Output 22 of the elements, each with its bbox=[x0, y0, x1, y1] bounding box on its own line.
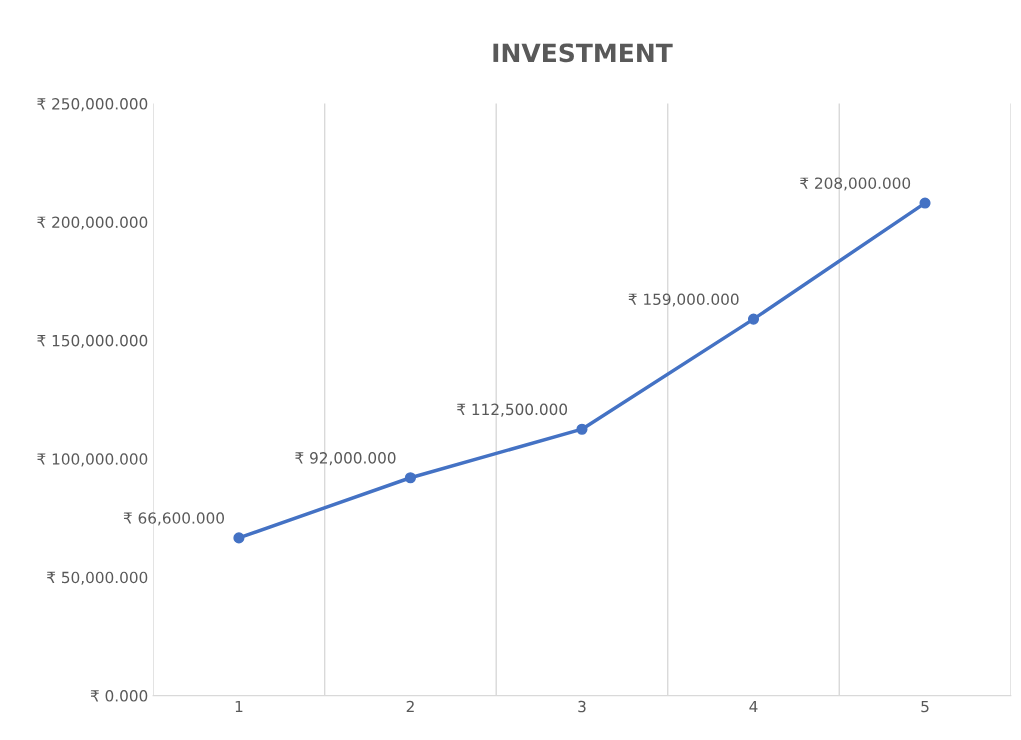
y-tick-label: ₹ 0.000 bbox=[90, 690, 148, 702]
point bbox=[747, 313, 760, 325]
y-tick-label: ₹ 250,000.000 bbox=[37, 98, 148, 112]
data-label: ₹ 159,000.000 bbox=[628, 293, 739, 307]
data-label: ₹ 66,600.000 bbox=[123, 512, 225, 526]
y-tick-label: ₹ 50,000.000 bbox=[47, 571, 148, 585]
x-tick-label: 1 bbox=[235, 700, 243, 713]
point bbox=[404, 472, 416, 484]
chart-title: INVESTMENT bbox=[493, 43, 673, 63]
x-tick-label: 5 bbox=[921, 700, 929, 713]
x-tick-label: 4 bbox=[749, 700, 758, 713]
point bbox=[919, 197, 931, 209]
y-tick-label: ₹ 200,000.000 bbox=[37, 216, 148, 230]
data-label: ₹ 112,500.000 bbox=[457, 403, 568, 417]
point bbox=[576, 423, 588, 435]
data-label: ₹ 208,000.000 bbox=[800, 177, 911, 191]
x-tick-label: 3 bbox=[578, 700, 586, 713]
y-tick-label: ₹ 150,000.000 bbox=[37, 334, 148, 348]
point bbox=[233, 532, 245, 544]
data-label: ₹ 92,000.000 bbox=[295, 452, 396, 466]
x-tick-label: 2 bbox=[406, 700, 414, 713]
y-tick-label: ₹ 100,000.000 bbox=[37, 453, 148, 467]
